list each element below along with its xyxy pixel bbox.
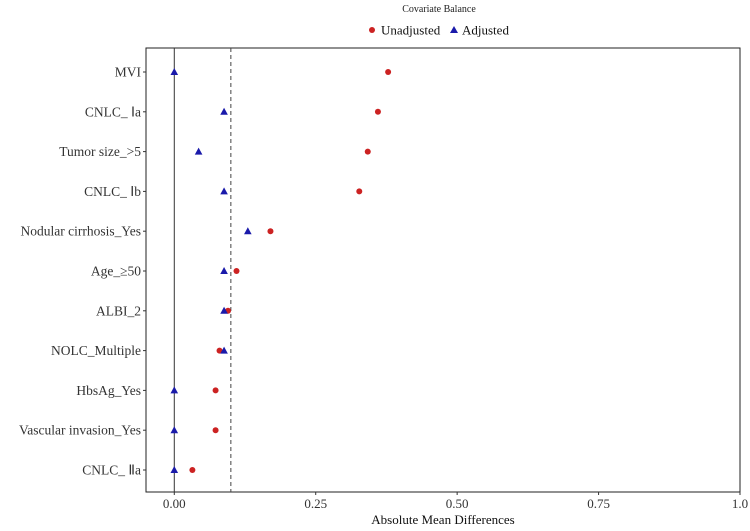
adjusted-point bbox=[170, 386, 179, 394]
x-tick-label: 1.0 bbox=[732, 496, 748, 511]
legend-adjusted-marker bbox=[450, 26, 458, 33]
adjusted-point bbox=[220, 346, 228, 354]
adjusted-point bbox=[220, 187, 228, 195]
y-tick-label: ALBI_2 bbox=[96, 303, 141, 318]
y-tick-label: CNLC_ Ⅱa bbox=[82, 463, 141, 478]
y-tick-label: Vascular invasion_Yes bbox=[19, 423, 141, 438]
data-points bbox=[170, 68, 392, 473]
unadjusted-point bbox=[385, 69, 392, 75]
legend-unadjusted-marker bbox=[369, 27, 375, 33]
y-tick-label: CNLC_ Ⅰa bbox=[85, 104, 141, 119]
unadjusted-point bbox=[212, 387, 219, 394]
y-tick-label: Nodular cirrhosis_Yes bbox=[21, 224, 142, 239]
legend: Unadjusted Adjusted bbox=[369, 23, 509, 38]
chart-title: Covariate Balance bbox=[402, 4, 476, 15]
x-tick-label: 0.50 bbox=[446, 496, 469, 511]
y-tick-label: NOLC_Multiple bbox=[51, 343, 141, 358]
x-tick-label: 0.00 bbox=[163, 496, 186, 511]
y-axis-labels: MVI CNLC_ Ⅰa Tumor size_>5 CNLC_ Ⅰb Nodular … bbox=[19, 65, 142, 478]
unadjusted-point bbox=[233, 268, 240, 274]
adjusted-point bbox=[170, 68, 179, 75]
legend-unadjusted-label: Unadjusted bbox=[381, 23, 441, 38]
unadjusted-point bbox=[216, 347, 223, 354]
y-axis-ticks bbox=[143, 71, 146, 471]
adjusted-point bbox=[194, 147, 203, 155]
unadjusted-point bbox=[189, 467, 196, 473]
unadjusted-point bbox=[374, 108, 381, 115]
plot-panel bbox=[145, 47, 741, 493]
adjusted-point bbox=[244, 227, 252, 235]
unadjusted-point bbox=[267, 228, 274, 235]
adjusted-point bbox=[170, 426, 179, 434]
adjusted-point bbox=[220, 107, 228, 115]
unadjusted-point bbox=[364, 148, 371, 155]
y-tick-label: Age_≥50 bbox=[91, 264, 141, 279]
x-axis-ticks: 0.00 0.25 0.50 0.75 1.0 bbox=[163, 492, 748, 511]
y-tick-label: HbsAg_Yes bbox=[76, 383, 141, 398]
unadjusted-point bbox=[356, 188, 363, 195]
x-tick-label: 0.75 bbox=[587, 496, 610, 511]
adjusted-point bbox=[170, 466, 179, 473]
y-tick-label: CNLC_ Ⅰb bbox=[84, 184, 141, 199]
adjusted-point bbox=[220, 306, 228, 314]
unadjusted-point bbox=[212, 427, 219, 434]
adjusted-point bbox=[220, 267, 228, 274]
x-tick-label: 0.25 bbox=[304, 496, 327, 511]
y-tick-label: MVI bbox=[115, 65, 142, 80]
y-tick-label: Tumor size_>5 bbox=[59, 144, 141, 159]
legend-adjusted-label: Adjusted bbox=[462, 23, 509, 38]
x-axis-label: Absolute Mean Differences bbox=[371, 512, 514, 527]
